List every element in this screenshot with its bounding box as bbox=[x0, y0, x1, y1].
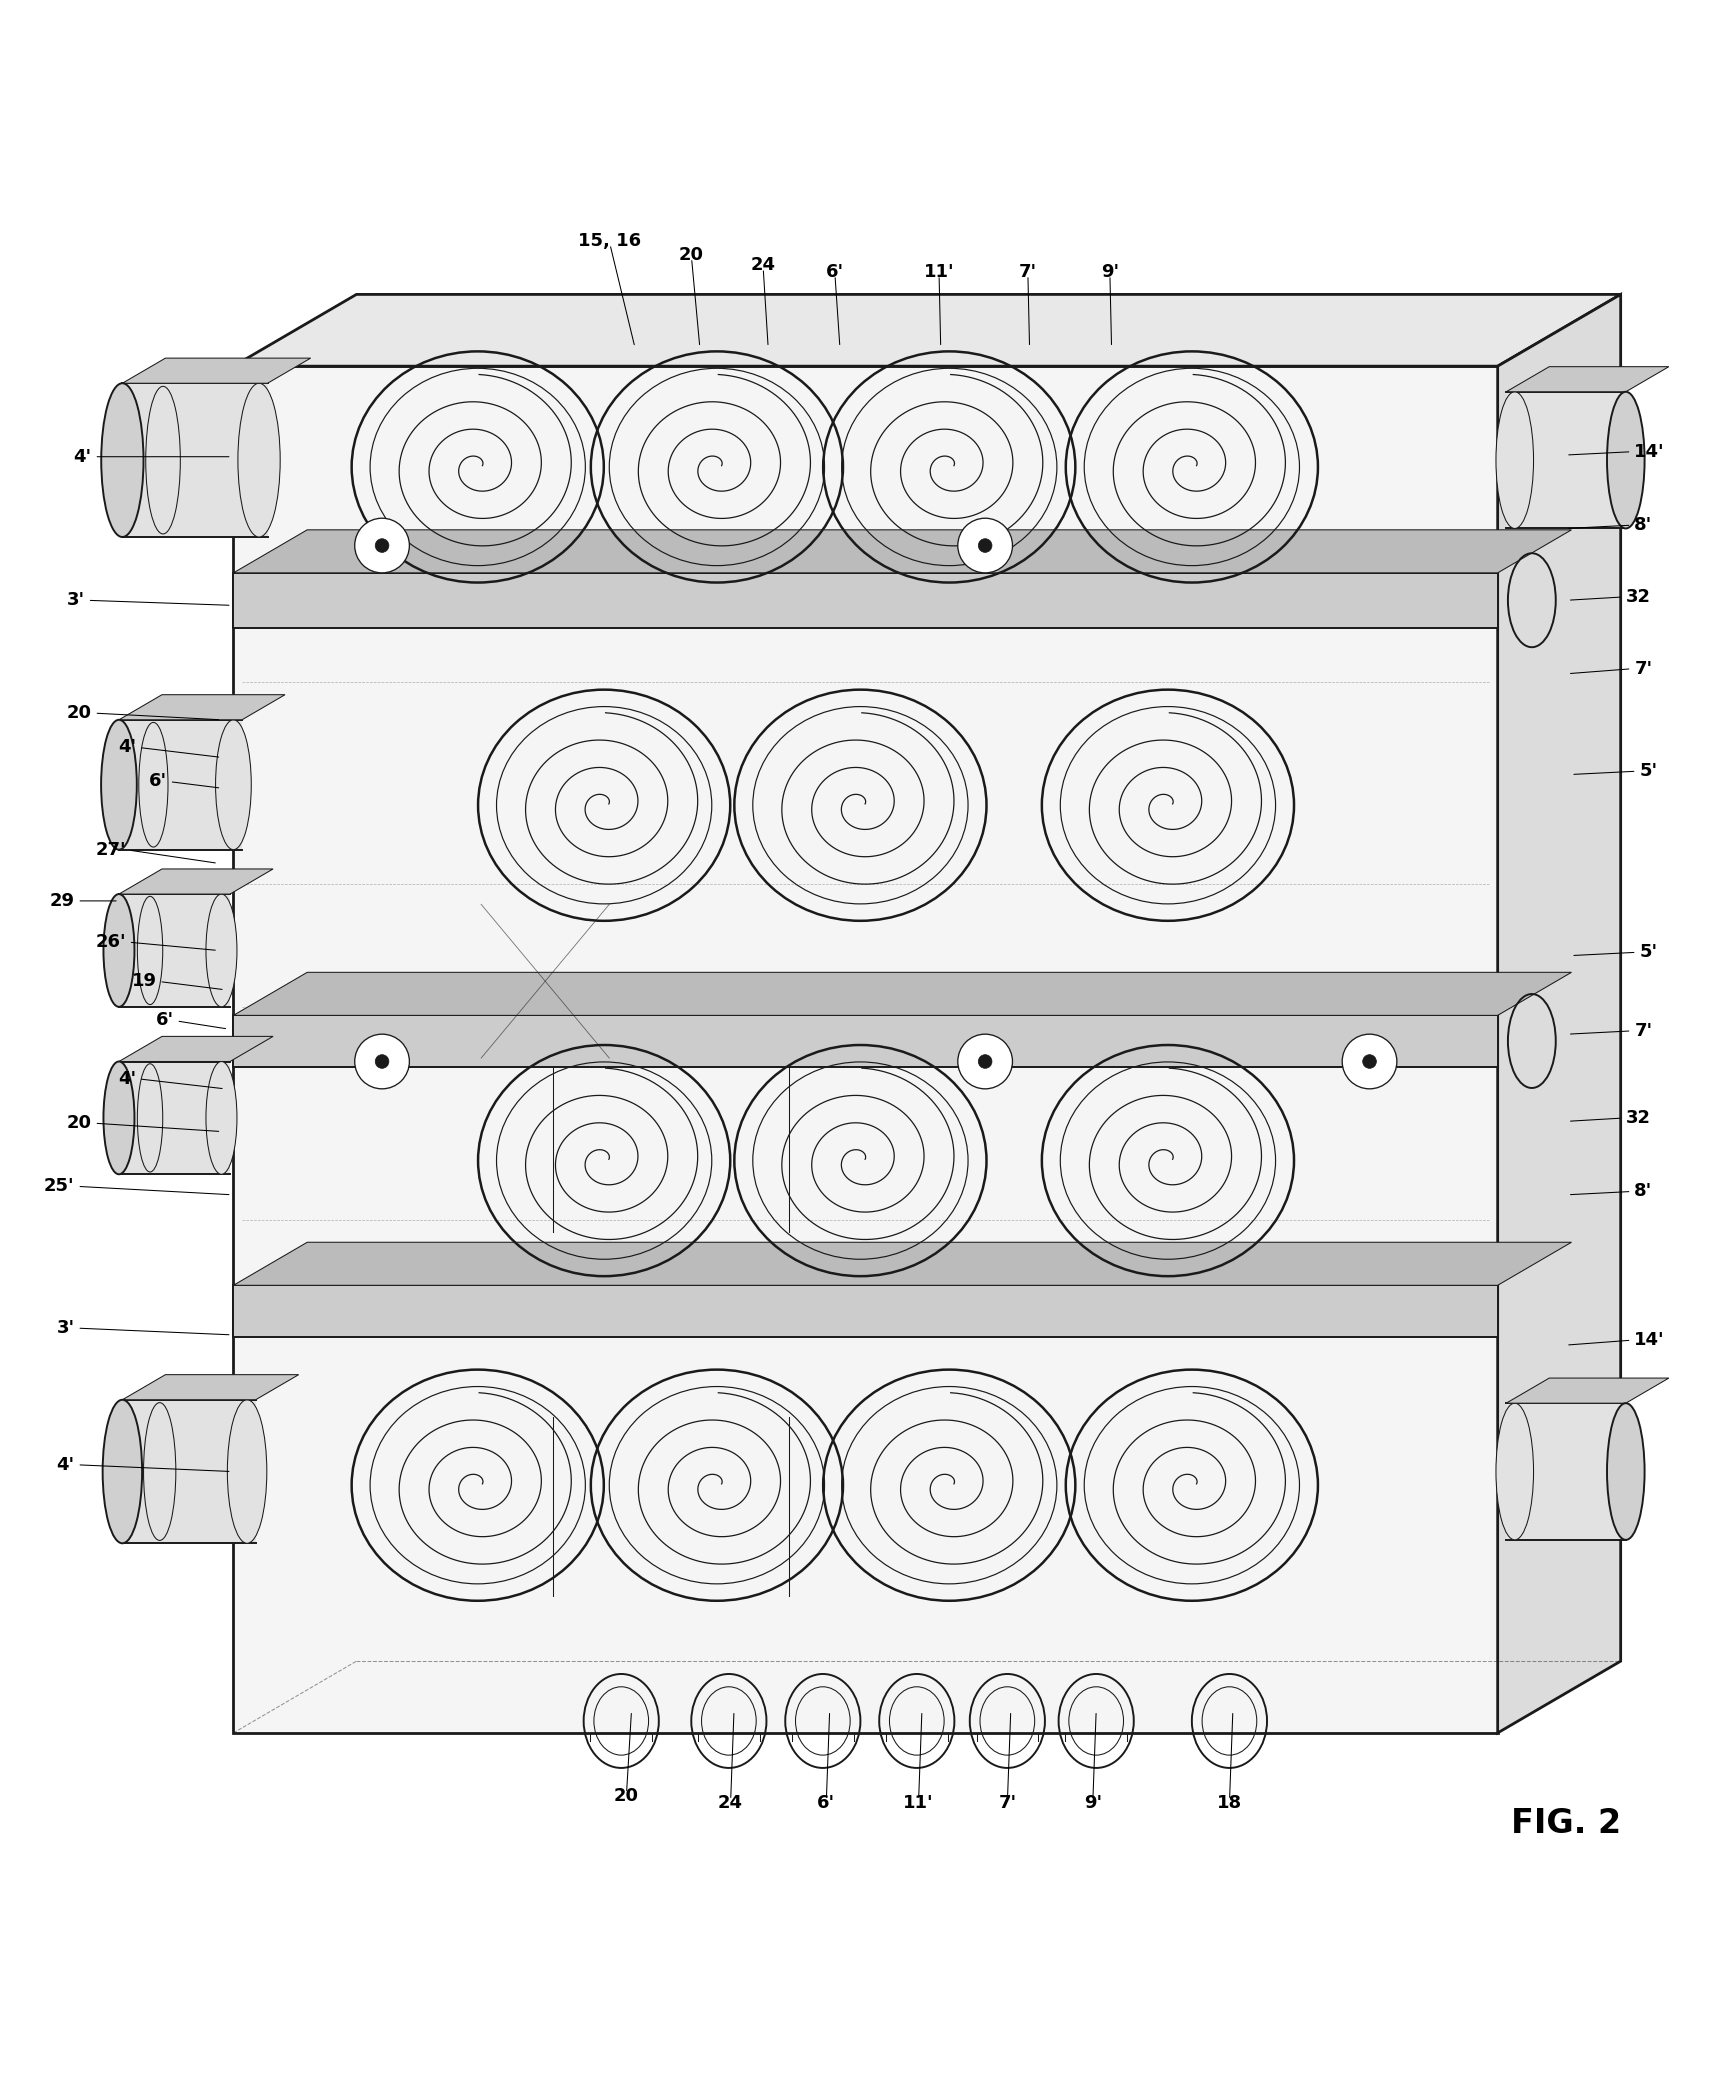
Ellipse shape bbox=[103, 1062, 134, 1174]
Text: 3': 3' bbox=[57, 1320, 74, 1337]
Circle shape bbox=[1363, 1056, 1376, 1068]
Ellipse shape bbox=[238, 383, 279, 537]
Polygon shape bbox=[233, 1016, 1498, 1066]
Text: 14': 14' bbox=[1635, 1330, 1664, 1349]
Text: 8': 8' bbox=[1635, 1183, 1652, 1201]
Text: 18: 18 bbox=[1217, 1795, 1243, 1811]
Text: 29: 29 bbox=[50, 891, 74, 910]
Text: 14': 14' bbox=[1635, 443, 1664, 460]
Circle shape bbox=[375, 539, 389, 552]
Polygon shape bbox=[233, 294, 1621, 366]
Polygon shape bbox=[118, 1037, 273, 1062]
Ellipse shape bbox=[103, 893, 134, 1008]
Text: 20: 20 bbox=[679, 246, 704, 264]
Text: 6': 6' bbox=[156, 1012, 173, 1029]
Text: 15, 16: 15, 16 bbox=[578, 233, 641, 250]
Text: 4': 4' bbox=[118, 739, 135, 756]
Text: 7': 7' bbox=[1635, 660, 1652, 677]
Ellipse shape bbox=[1608, 1403, 1645, 1541]
Polygon shape bbox=[1498, 294, 1621, 1732]
Ellipse shape bbox=[216, 720, 252, 849]
Text: 11': 11' bbox=[903, 1795, 934, 1811]
Polygon shape bbox=[233, 529, 1572, 573]
Ellipse shape bbox=[1496, 391, 1534, 529]
Text: 24: 24 bbox=[718, 1795, 744, 1811]
Polygon shape bbox=[122, 383, 267, 537]
Circle shape bbox=[979, 1056, 992, 1068]
Polygon shape bbox=[1507, 366, 1669, 391]
Text: 11': 11' bbox=[924, 262, 955, 281]
Polygon shape bbox=[118, 720, 242, 849]
Polygon shape bbox=[122, 1374, 298, 1399]
Polygon shape bbox=[118, 893, 230, 1008]
Circle shape bbox=[355, 518, 410, 573]
Circle shape bbox=[958, 518, 1013, 573]
Ellipse shape bbox=[103, 1399, 142, 1543]
Text: 25': 25' bbox=[45, 1176, 74, 1195]
Polygon shape bbox=[233, 972, 1572, 1016]
Text: 19: 19 bbox=[132, 972, 156, 991]
Ellipse shape bbox=[101, 720, 137, 849]
Polygon shape bbox=[122, 1399, 255, 1543]
Ellipse shape bbox=[228, 1399, 267, 1543]
Ellipse shape bbox=[1608, 391, 1645, 529]
Polygon shape bbox=[1507, 1403, 1627, 1541]
Text: 24: 24 bbox=[751, 256, 775, 275]
Text: 4': 4' bbox=[118, 1070, 135, 1087]
Text: 5': 5' bbox=[1640, 762, 1657, 781]
Text: 20: 20 bbox=[67, 1114, 91, 1133]
Polygon shape bbox=[1507, 391, 1627, 529]
Polygon shape bbox=[1507, 1378, 1669, 1403]
Text: 4': 4' bbox=[74, 448, 91, 466]
Polygon shape bbox=[122, 358, 310, 383]
Text: 20: 20 bbox=[614, 1786, 639, 1805]
Circle shape bbox=[355, 1035, 410, 1089]
Text: 4': 4' bbox=[57, 1455, 74, 1474]
Text: 6': 6' bbox=[149, 772, 166, 791]
Ellipse shape bbox=[206, 893, 237, 1008]
Text: 6': 6' bbox=[818, 1795, 835, 1811]
Text: 9': 9' bbox=[1100, 262, 1119, 281]
Polygon shape bbox=[233, 1285, 1498, 1337]
Polygon shape bbox=[233, 366, 1498, 1732]
Circle shape bbox=[979, 539, 992, 552]
Polygon shape bbox=[118, 868, 273, 893]
Text: 6': 6' bbox=[826, 262, 843, 281]
Ellipse shape bbox=[206, 1062, 237, 1174]
Text: 32: 32 bbox=[1627, 1110, 1651, 1126]
Ellipse shape bbox=[1496, 1403, 1534, 1541]
Text: 7': 7' bbox=[998, 1795, 1016, 1811]
Circle shape bbox=[958, 1035, 1013, 1089]
Text: 5': 5' bbox=[1640, 943, 1657, 962]
Polygon shape bbox=[233, 1243, 1572, 1285]
Circle shape bbox=[375, 1056, 389, 1068]
Polygon shape bbox=[118, 695, 285, 720]
Text: 20: 20 bbox=[67, 704, 91, 722]
Circle shape bbox=[1342, 1035, 1397, 1089]
Polygon shape bbox=[233, 573, 1498, 627]
Text: 26': 26' bbox=[96, 933, 125, 951]
Text: 7': 7' bbox=[1018, 262, 1037, 281]
Text: 9': 9' bbox=[1083, 1795, 1102, 1811]
Ellipse shape bbox=[101, 383, 144, 537]
Text: 32: 32 bbox=[1627, 587, 1651, 606]
Text: FIG. 2: FIG. 2 bbox=[1512, 1807, 1621, 1840]
Text: 27': 27' bbox=[96, 841, 125, 858]
Text: 3': 3' bbox=[67, 591, 84, 610]
Text: 7': 7' bbox=[1635, 1022, 1652, 1039]
Polygon shape bbox=[118, 1062, 230, 1174]
Text: 8': 8' bbox=[1635, 516, 1652, 535]
